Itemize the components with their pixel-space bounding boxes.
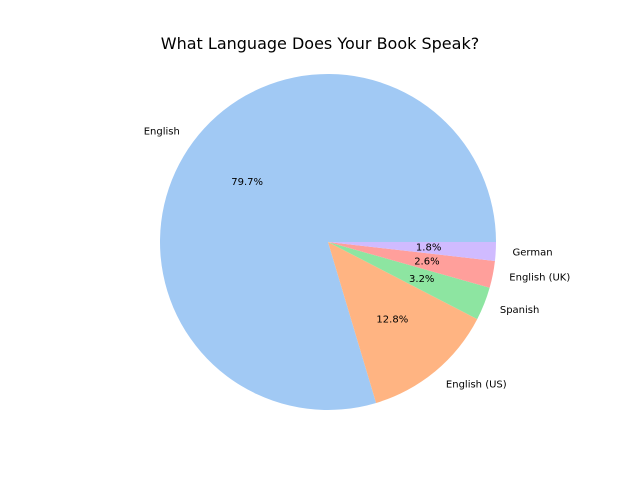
slice-category-label: English (144, 127, 180, 138)
slice-category-label: English (US) (446, 379, 507, 390)
slice-percent-label: 2.6% (414, 256, 439, 267)
slice-category-label: English (UK) (509, 273, 570, 284)
pie-slice (328, 242, 478, 403)
slice-category-label: Spanish (500, 305, 539, 316)
pie-slices (159, 74, 496, 410)
slice-percent-label: 3.2% (409, 274, 434, 285)
pie-slice (328, 242, 496, 261)
slice-percent-label: 79.7% (231, 177, 263, 188)
pie-slice (328, 242, 490, 320)
slice-percent-label: 1.8% (416, 243, 441, 254)
pie-labels: English 79.7% English (US) 12.8% Spanish 3.2%… (144, 127, 571, 391)
pie-slice (328, 242, 495, 288)
slice-percent-label: 12.8% (376, 315, 408, 326)
chart-title: What Language Does Your Book Speak? (160, 34, 480, 53)
slice-category-label: German (513, 247, 553, 258)
